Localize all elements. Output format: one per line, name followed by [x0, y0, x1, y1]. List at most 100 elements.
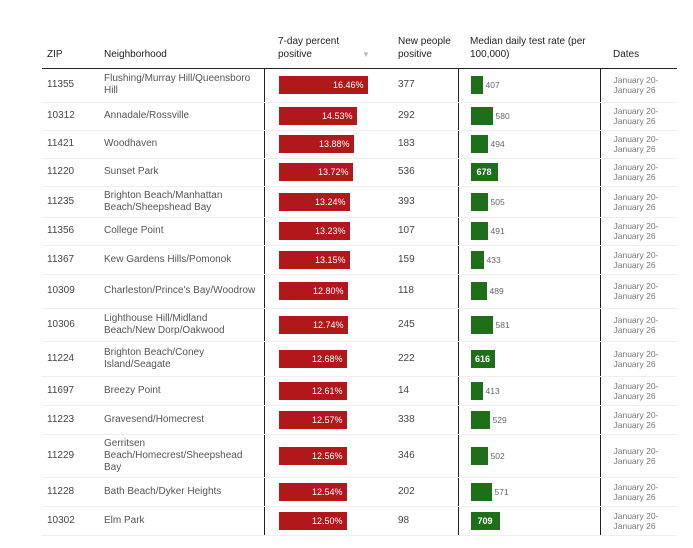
zip-cell: 10306	[42, 308, 99, 342]
new-positive-cell: 159	[393, 245, 458, 275]
dates-cell: January 20-January 26	[599, 477, 677, 507]
test-rate-label: 502	[490, 450, 505, 461]
percent-positive-cell: 12.74%	[263, 308, 393, 342]
table-row: 11355 Flushing/Murray Hill/Queensboro Hil…	[42, 68, 677, 103]
neighborhood-cell: Gerritsen Beach/Homecrest/Sheepshead Bay	[99, 434, 264, 478]
median-test-rate-cell: 502	[457, 434, 600, 478]
test-rate-bar	[470, 250, 484, 269]
header-neighborhood[interactable]: Neighborhood	[99, 20, 264, 69]
zip-cell: 11229	[42, 434, 99, 478]
test-rate-label: 581	[495, 319, 510, 330]
percent-bar: 13.24%	[278, 192, 350, 211]
dates-cell: January 20-January 26	[599, 217, 677, 246]
percent-bar: 16.46%	[278, 76, 368, 94]
covid-zip-table: ZIP Neighborhood 7-day percent positive ▼…	[42, 20, 677, 536]
median-test-rate-cell: 489	[457, 274, 600, 309]
neighborhood-cell: Sunset Park	[99, 158, 264, 187]
median-test-rate-cell: 491	[457, 217, 600, 246]
test-rate-label: 407	[485, 80, 500, 90]
test-rate-label: 491	[490, 226, 505, 236]
neighborhood-cell: Brighton Beach/Coney Island/Seagate	[99, 341, 264, 377]
test-rate-bar: 616	[470, 349, 495, 368]
neighborhood-cell: Breezy Point	[99, 376, 264, 406]
percent-positive-cell: 12.56%	[263, 434, 393, 478]
dates-cell: January 20-January 26	[599, 68, 677, 103]
test-rate-label: 489	[489, 286, 504, 296]
new-positive-cell: 536	[393, 158, 458, 187]
test-rate-bar	[470, 76, 483, 94]
new-positive-cell: 183	[393, 130, 458, 159]
dates-cell: January 20-January 26	[599, 506, 677, 536]
header-zip[interactable]: ZIP	[42, 20, 99, 69]
dates-cell: January 20-January 26	[599, 341, 677, 377]
test-rate-bar	[470, 410, 490, 429]
new-positive-cell: 292	[393, 102, 458, 131]
zip-cell: 10312	[42, 102, 99, 131]
neighborhood-cell: Annadale/Rossville	[99, 102, 264, 131]
percent-positive-cell: 12.54%	[263, 477, 393, 507]
header-median-test-rate[interactable]: Median daily test rate (per 100,000)	[458, 20, 600, 69]
median-test-rate-cell: 580	[457, 102, 600, 131]
new-positive-cell: 98	[393, 506, 458, 536]
test-rate-label: 529	[492, 414, 507, 425]
percent-positive-cell: 12.61%	[263, 376, 393, 406]
test-rate-label: 580	[495, 111, 510, 121]
percent-bar: 13.23%	[278, 222, 350, 240]
percent-positive-cell: 13.24%	[263, 186, 393, 218]
table-row: 11220 Sunset Park 13.72% 536 678 January 20-J…	[42, 158, 677, 187]
new-positive-cell: 118	[393, 274, 458, 309]
neighborhood-cell: Flushing/Murray Hill/Queensboro Hill	[99, 68, 264, 103]
percent-bar: 14.53%	[278, 107, 357, 125]
percent-bar: 12.50%	[278, 511, 347, 530]
median-test-rate-cell: 407	[457, 68, 600, 103]
dates-cell: January 20-January 26	[599, 102, 677, 131]
median-test-rate-cell: 505	[457, 186, 600, 218]
neighborhood-cell: Lighthouse Hill/Midland Beach/New Dorp/O…	[99, 308, 264, 342]
dates-cell: January 20-January 26	[599, 274, 677, 309]
median-test-rate-cell: 494	[457, 130, 600, 159]
table-row: 11235 Brighton Beach/Manhattan Beach/Shee…	[42, 186, 677, 218]
table-row: 10312 Annadale/Rossville 14.53% 292 580 Janua…	[42, 102, 677, 131]
zip-cell: 10302	[42, 506, 99, 536]
zip-cell: 11235	[42, 186, 99, 218]
test-rate-bar	[470, 381, 483, 400]
table-row: 11229 Gerritsen Beach/Homecrest/Sheepshea…	[42, 434, 677, 478]
test-rate-bar: 678	[470, 163, 498, 181]
header-new-positive[interactable]: New people positive	[393, 20, 458, 69]
percent-positive-cell: 13.23%	[263, 217, 393, 246]
header-percent-positive[interactable]: 7-day percent positive ▼	[264, 20, 393, 69]
neighborhood-cell: Elm Park	[99, 506, 264, 536]
new-positive-cell: 107	[393, 217, 458, 246]
percent-positive-cell: 12.68%	[263, 341, 393, 377]
median-test-rate-cell: 571	[457, 477, 600, 507]
median-test-rate-cell: 616	[457, 341, 600, 377]
test-rate-bar	[470, 482, 492, 501]
neighborhood-cell: Woodhaven	[99, 130, 264, 159]
dates-cell: January 20-January 26	[599, 130, 677, 159]
test-rate-label: 571	[494, 486, 509, 497]
zip-cell: 11367	[42, 245, 99, 275]
table-row: 11697 Breezy Point 12.61% 14 413 January 20-J…	[42, 376, 677, 406]
median-test-rate-cell: 709	[457, 506, 600, 536]
percent-bar: 12.80%	[278, 282, 348, 300]
table-row: 11223 Gravesend/Homecrest 12.57% 338 529 Janu…	[42, 405, 677, 435]
median-test-rate-cell: 581	[457, 308, 600, 342]
percent-bar: 13.72%	[278, 163, 353, 181]
test-rate-bar	[470, 282, 487, 300]
header-dates[interactable]: Dates	[600, 20, 677, 69]
percent-bar: 12.68%	[278, 349, 347, 368]
zip-cell: 11356	[42, 217, 99, 246]
neighborhood-cell: Kew Gardens Hills/Pomonok	[99, 245, 264, 275]
neighborhood-cell: Gravesend/Homecrest	[99, 405, 264, 435]
test-rate-bar	[470, 446, 488, 465]
percent-bar: 12.54%	[278, 482, 347, 501]
dates-cell: January 20-January 26	[599, 308, 677, 342]
zip-cell: 11220	[42, 158, 99, 187]
test-rate-label: 413	[485, 385, 500, 396]
zip-cell: 11224	[42, 341, 99, 377]
median-test-rate-cell: 678	[457, 158, 600, 187]
test-rate-bar	[470, 107, 493, 125]
sort-down-icon[interactable]: ▼	[362, 49, 370, 59]
new-positive-cell: 245	[393, 308, 458, 342]
test-rate-label: 494	[490, 139, 505, 149]
